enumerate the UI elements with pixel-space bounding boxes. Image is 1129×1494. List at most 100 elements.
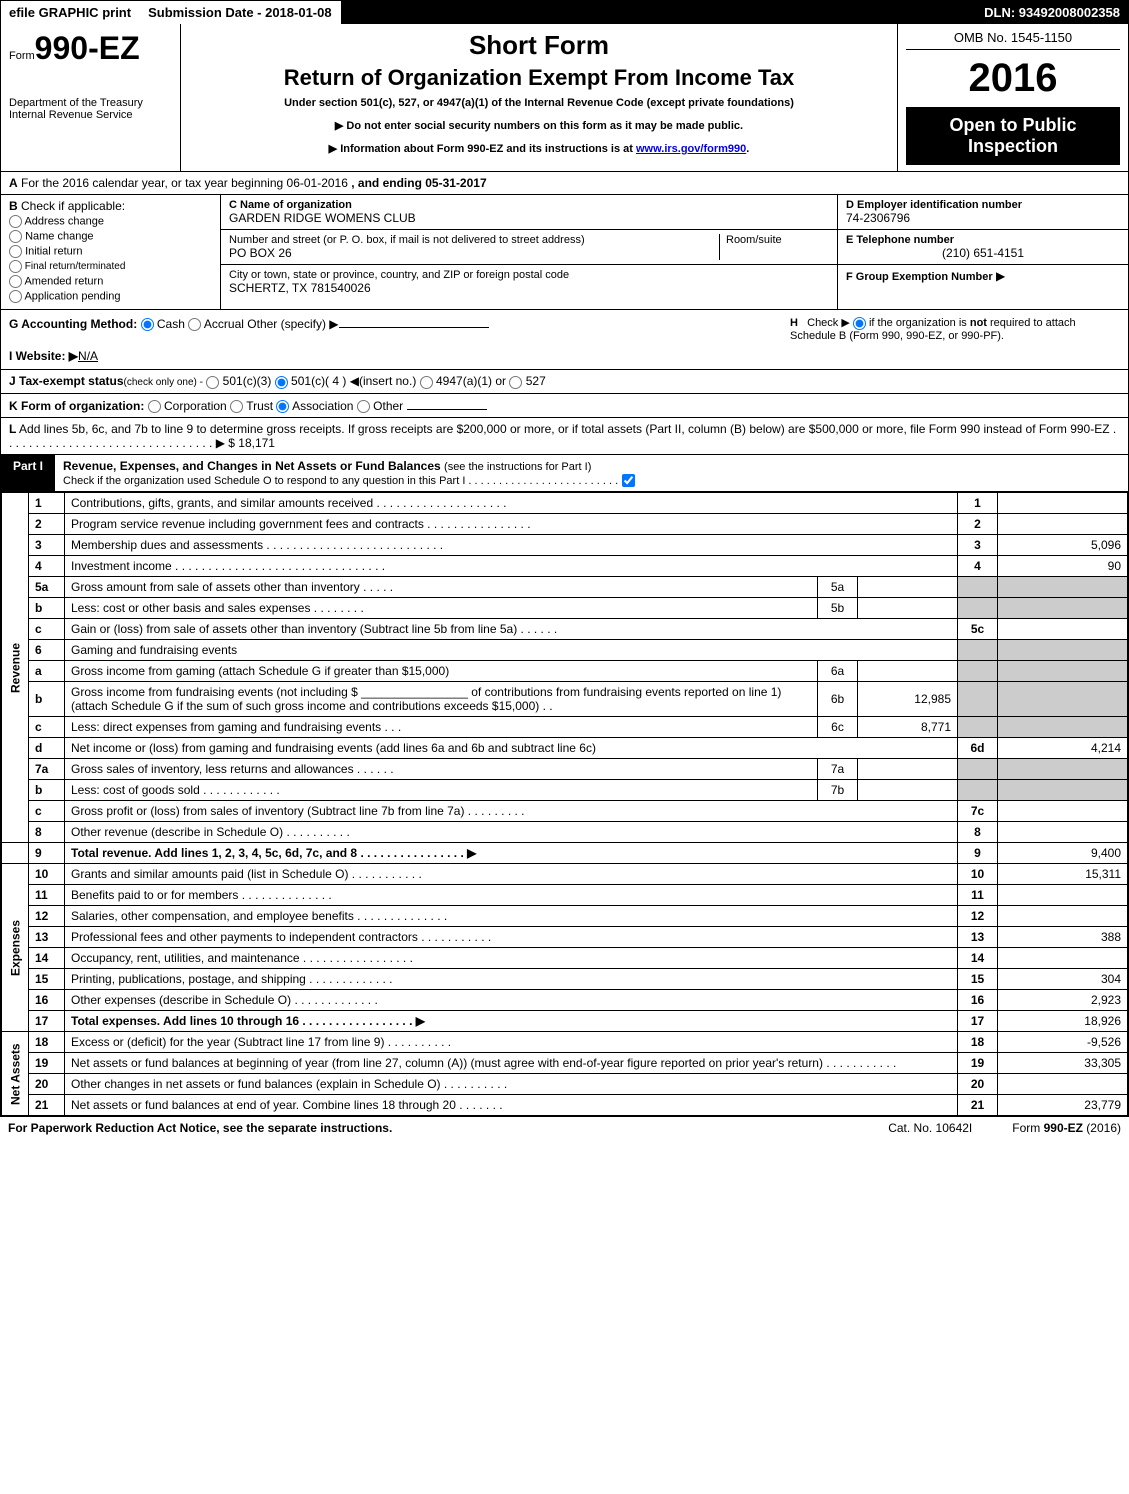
city-value: SCHERTZ, TX 781540026	[229, 281, 829, 295]
opt-application-pending[interactable]: Application pending	[9, 290, 212, 303]
l-label: L	[9, 422, 16, 436]
radio-amended-return[interactable]	[9, 275, 22, 288]
info-line: ▶ Information about Form 990-EZ and its …	[189, 142, 889, 155]
k-o1: Corporation	[164, 399, 227, 413]
other-org-blank[interactable]	[407, 398, 487, 410]
revenue-sidelabel: Revenue	[2, 493, 29, 843]
line-1: Revenue 1 Contributions, gifts, grants, …	[2, 493, 1128, 514]
city-label: City or town, state or province, country…	[229, 269, 829, 281]
radio-h-check[interactable]	[853, 317, 866, 330]
ein-label: D Employer identification number	[846, 199, 1120, 211]
h-not: not	[970, 317, 987, 329]
form-container: efile GRAPHIC print Submission Date - 20…	[0, 0, 1129, 1117]
radio-address-change[interactable]	[9, 215, 22, 228]
opt-initial-return[interactable]: Initial return	[9, 245, 212, 258]
k-o2: Trust	[246, 399, 273, 413]
efile-prefix: efile	[9, 5, 39, 20]
efile-print-button[interactable]: efile GRAPHIC print	[1, 1, 140, 24]
line-20: 20 Other changes in net assets or fund b…	[2, 1074, 1128, 1095]
a-ending: , and ending 05-31-2017	[351, 176, 486, 190]
k-o3: Association	[292, 399, 353, 413]
radio-527[interactable]	[509, 376, 522, 389]
line-6: 6 Gaming and fundraising events	[2, 640, 1128, 661]
radio-final-return[interactable]	[9, 260, 22, 273]
radio-name-change[interactable]	[9, 230, 22, 243]
dln-number: DLN: 93492008002358	[976, 1, 1128, 24]
line-13: 13 Professional fees and other payments …	[2, 927, 1128, 948]
opt-final-return[interactable]: Final return/terminated	[9, 260, 212, 273]
section-bcd: B Check if applicable: Address change Na…	[1, 195, 1128, 310]
opt-amended-return[interactable]: Amended return	[9, 275, 212, 288]
line-2: 2 Program service revenue including gove…	[2, 514, 1128, 535]
radio-4947[interactable]	[420, 376, 433, 389]
radio-trust[interactable]	[230, 400, 243, 413]
org-name-value: GARDEN RIDGE WOMENS CLUB	[229, 211, 829, 225]
form-990ez: 990-EZ	[35, 30, 140, 66]
top-bar: efile GRAPHIC print Submission Date - 20…	[1, 1, 1128, 24]
line-17: 17 Total expenses. Add lines 10 through …	[2, 1011, 1128, 1032]
a-text: For the 2016 calendar year, or tax year …	[21, 176, 348, 190]
column-d: D Employer identification number 74-2306…	[838, 195, 1128, 309]
radio-initial-return[interactable]	[9, 245, 22, 258]
addr-block: Number and street (or P. O. box, if mail…	[221, 230, 837, 265]
g-label: G Accounting Method:	[9, 317, 137, 331]
netassets-sidelabel: Net Assets	[2, 1032, 29, 1116]
part1-sub: (see the instructions for Part I)	[444, 461, 591, 473]
radio-other-org[interactable]	[357, 400, 370, 413]
l-text: Add lines 5b, 6c, and 7b to line 9 to de…	[9, 422, 1116, 450]
org-name-block: C Name of organization GARDEN RIDGE WOME…	[221, 195, 837, 230]
column-c: C Name of organization GARDEN RIDGE WOME…	[221, 195, 838, 309]
radio-application-pending[interactable]	[9, 290, 22, 303]
ein-block: D Employer identification number 74-2306…	[838, 195, 1128, 230]
row-a: A For the 2016 calendar year, or tax yea…	[1, 172, 1128, 195]
phone-label: E Telephone number	[846, 234, 1120, 246]
h-txt1: if the organization is	[869, 317, 970, 329]
row-j: J Tax-exempt status(check only one) - 50…	[1, 370, 1128, 393]
opt-name-change[interactable]: Name change	[9, 230, 212, 243]
phone-value: (210) 651-4151	[846, 246, 1120, 260]
addr-value: PO BOX 26	[229, 246, 719, 260]
website-value: N/A	[78, 349, 98, 363]
group-exemption-block: F Group Exemption Number ▶	[838, 265, 1128, 287]
line-12: 12 Salaries, other compensation, and emp…	[2, 906, 1128, 927]
row-gh: G Accounting Method: Cash Accrual Other …	[1, 310, 1128, 370]
h-check: Check ▶	[807, 317, 850, 329]
ein-value: 74-2306796	[846, 211, 1120, 225]
radio-501c4[interactable]	[275, 376, 288, 389]
line-18: Net Assets 18 Excess or (deficit) for th…	[2, 1032, 1128, 1053]
j-o3: 4947(a)(1) or	[436, 374, 506, 388]
main-table: Revenue 1 Contributions, gifts, grants, …	[1, 492, 1128, 1116]
line-15: 15 Printing, publications, postage, and …	[2, 969, 1128, 990]
other-blank[interactable]	[339, 316, 489, 328]
row-k: K Form of organization: Corporation Trus…	[1, 394, 1128, 418]
line-5c: c Gain or (loss) from sale of assets oth…	[2, 619, 1128, 640]
k-o4: Other	[373, 399, 403, 413]
j-o2: 501(c)( 4 ) ◀(insert no.)	[291, 374, 416, 388]
info-suffix: .	[746, 143, 749, 155]
h-label: H	[790, 317, 798, 329]
line-7c: c Gross profit or (loss) from sales of i…	[2, 801, 1128, 822]
line-11: 11 Benefits paid to or for members . . .…	[2, 885, 1128, 906]
city-block: City or town, state or province, country…	[221, 265, 837, 299]
line-9: 9 Total revenue. Add lines 1, 2, 3, 4, 5…	[2, 843, 1128, 864]
radio-assoc[interactable]	[276, 400, 289, 413]
row-g-left: G Accounting Method: Cash Accrual Other …	[9, 316, 790, 363]
opt-address-change[interactable]: Address change	[9, 215, 212, 228]
checkbox-schedule-o[interactable]	[622, 474, 635, 487]
footer: For Paperwork Reduction Act Notice, see …	[0, 1117, 1129, 1139]
website-row: I Website: ▶N/A	[9, 349, 790, 363]
omb-number: OMB No. 1545-1150	[906, 30, 1120, 50]
radio-corp[interactable]	[148, 400, 161, 413]
room-label: Room/suite	[726, 234, 829, 246]
return-title: Return of Organization Exempt From Incom…	[189, 65, 889, 91]
submission-date: Submission Date - 2018-01-08	[140, 1, 341, 24]
irs-link[interactable]: www.irs.gov/form990	[636, 143, 746, 155]
line-7b: b Less: cost of goods sold . . . . . . .…	[2, 780, 1128, 801]
radio-cash[interactable]	[141, 318, 154, 331]
footer-cat: Cat. No. 10642I	[888, 1121, 972, 1135]
radio-accrual[interactable]	[188, 318, 201, 331]
radio-501c3[interactable]	[206, 376, 219, 389]
j-o4: 527	[526, 374, 546, 388]
cash-label: Cash	[157, 317, 185, 331]
line-6b: b Gross income from fundraising events (…	[2, 682, 1128, 717]
